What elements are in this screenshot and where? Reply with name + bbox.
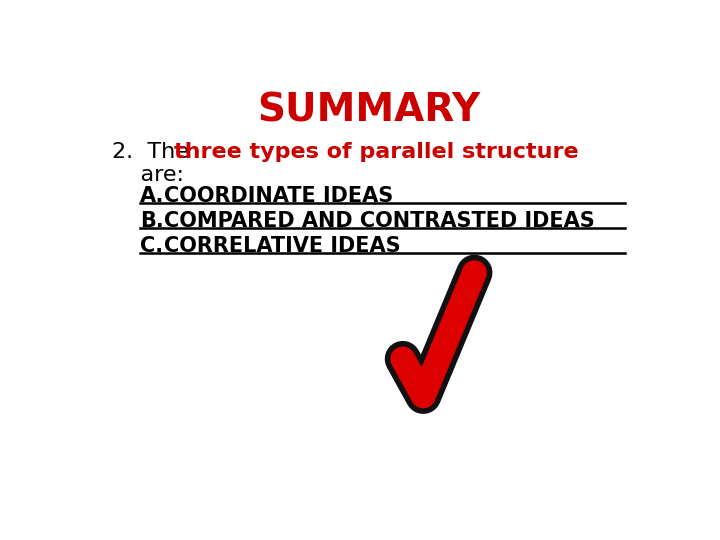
Text: 2.  The: 2. The (112, 142, 196, 162)
Text: CORRELATIVE IDEAS: CORRELATIVE IDEAS (163, 236, 400, 256)
Text: are:: are: (112, 165, 184, 185)
Text: B.: B. (140, 211, 164, 231)
Text: C.: C. (140, 236, 163, 256)
Text: three types of parallel structure: three types of parallel structure (174, 142, 579, 162)
Text: COMPARED AND CONTRASTED IDEAS: COMPARED AND CONTRASTED IDEAS (163, 211, 595, 231)
Text: SUMMARY: SUMMARY (258, 92, 480, 130)
Text: A.: A. (140, 186, 165, 206)
Text: COORDINATE IDEAS: COORDINATE IDEAS (163, 186, 393, 206)
